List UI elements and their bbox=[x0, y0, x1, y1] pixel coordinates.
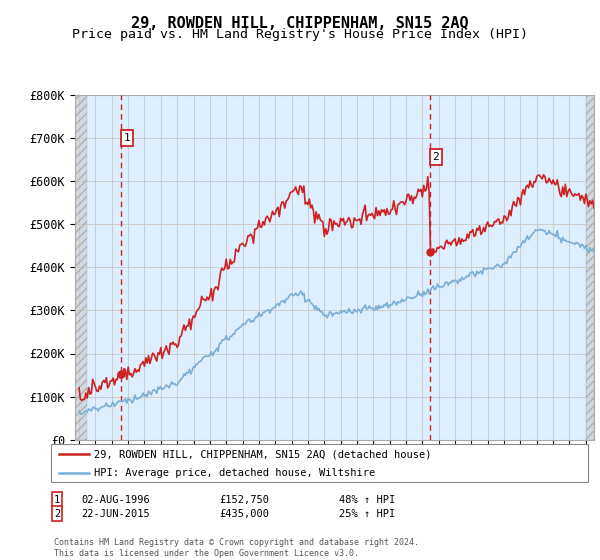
Text: 1: 1 bbox=[54, 494, 60, 505]
Bar bbox=[586, 95, 594, 440]
Text: HPI: Average price, detached house, Wiltshire: HPI: Average price, detached house, Wilt… bbox=[94, 468, 375, 478]
Text: £435,000: £435,000 bbox=[219, 508, 269, 519]
Text: 48% ↑ HPI: 48% ↑ HPI bbox=[339, 494, 395, 505]
Bar bbox=[75, 95, 87, 440]
Text: 2: 2 bbox=[433, 152, 439, 162]
Text: 25% ↑ HPI: 25% ↑ HPI bbox=[339, 508, 395, 519]
FancyBboxPatch shape bbox=[51, 444, 588, 482]
Text: 29, ROWDEN HILL, CHIPPENHAM, SN15 2AQ (detached house): 29, ROWDEN HILL, CHIPPENHAM, SN15 2AQ (d… bbox=[94, 449, 431, 459]
Text: 29, ROWDEN HILL, CHIPPENHAM, SN15 2AQ: 29, ROWDEN HILL, CHIPPENHAM, SN15 2AQ bbox=[131, 16, 469, 31]
Text: 02-AUG-1996: 02-AUG-1996 bbox=[81, 494, 150, 505]
Text: Contains HM Land Registry data © Crown copyright and database right 2024.
This d: Contains HM Land Registry data © Crown c… bbox=[54, 538, 419, 558]
Text: 22-JUN-2015: 22-JUN-2015 bbox=[81, 508, 150, 519]
Text: £152,750: £152,750 bbox=[219, 494, 269, 505]
Text: 1: 1 bbox=[124, 133, 130, 143]
Text: 2: 2 bbox=[54, 508, 60, 519]
Text: Price paid vs. HM Land Registry's House Price Index (HPI): Price paid vs. HM Land Registry's House … bbox=[72, 28, 528, 41]
